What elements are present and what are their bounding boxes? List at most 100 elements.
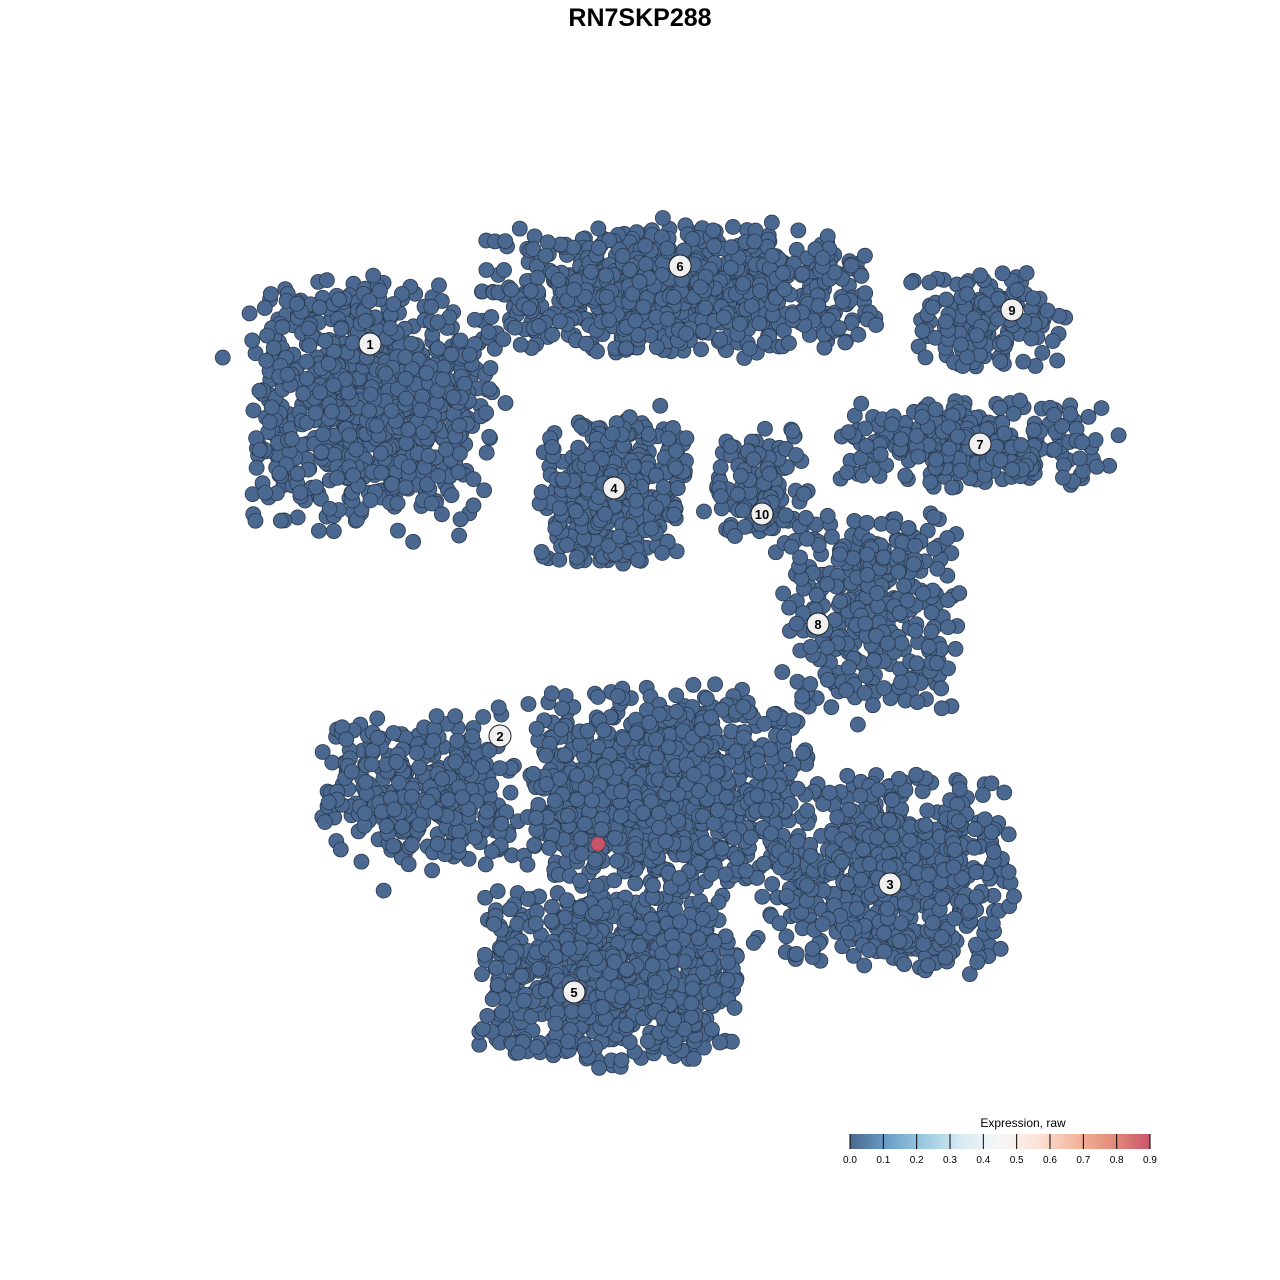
- data-point: [823, 699, 840, 716]
- data-point: [856, 685, 873, 701]
- data-point: [866, 652, 882, 669]
- data-point: [527, 915, 544, 932]
- data-point: [781, 335, 797, 352]
- data-point: [1046, 441, 1063, 458]
- data-point: [317, 332, 334, 349]
- data-point: [513, 967, 530, 984]
- data-point: [512, 336, 529, 353]
- data-point: [891, 770, 907, 787]
- data-point: [478, 404, 494, 421]
- data-point: [461, 346, 478, 363]
- chart-title: RN7SKP288: [568, 4, 712, 32]
- data-point: [375, 882, 392, 899]
- data-point: [869, 585, 886, 601]
- data-point: [1011, 392, 1028, 409]
- data-point: [885, 518, 902, 535]
- data-point: [907, 622, 924, 639]
- data-point: [764, 247, 781, 264]
- data-point: [928, 655, 945, 671]
- data-point: [855, 841, 872, 858]
- data-point: [1093, 400, 1110, 416]
- data-point: [704, 1021, 720, 1038]
- data-point: [775, 585, 792, 602]
- data-point: [814, 916, 831, 932]
- data-point: [1049, 352, 1066, 369]
- data-point: [966, 839, 983, 856]
- data-point: [590, 220, 607, 237]
- data-point: [861, 856, 878, 872]
- data-point: [659, 240, 676, 257]
- data-point: [852, 787, 869, 804]
- data-point: [544, 898, 560, 915]
- data-point: [921, 274, 938, 291]
- data-point: [778, 928, 795, 945]
- data-point: [565, 239, 582, 256]
- data-point: [482, 360, 499, 376]
- data-point: [665, 939, 682, 955]
- data-point: [678, 325, 695, 342]
- data-point: [403, 788, 420, 805]
- data-point: [317, 814, 333, 830]
- data-point: [604, 425, 621, 442]
- data-point: [923, 623, 940, 640]
- data-point: [311, 299, 328, 316]
- data-point: [497, 1021, 514, 1038]
- data-point: [497, 395, 514, 411]
- data-point: [271, 465, 288, 482]
- data-point: [829, 809, 846, 826]
- data-point: [385, 837, 402, 854]
- data-point: [262, 286, 279, 302]
- data-point: [385, 725, 402, 741]
- data-point: [447, 708, 464, 725]
- data-point: [857, 615, 874, 632]
- data-point: [788, 946, 805, 962]
- data-point: [757, 420, 773, 437]
- data-point: [398, 390, 414, 407]
- data-point: [507, 319, 523, 336]
- data-point: [384, 476, 400, 492]
- data-point: [875, 549, 892, 566]
- data-point: [859, 514, 875, 531]
- data-point: [985, 843, 1002, 860]
- data-point: [214, 349, 231, 366]
- data-point: [353, 853, 370, 870]
- data-point: [289, 465, 306, 482]
- data-point: [431, 277, 447, 294]
- data-point: [790, 222, 807, 239]
- data-point: [545, 1042, 561, 1059]
- data-point: [256, 300, 273, 316]
- data-point: [408, 745, 425, 761]
- data-point: [298, 353, 315, 370]
- data-point: [389, 495, 406, 512]
- data-point: [314, 744, 331, 760]
- data-point: [774, 664, 791, 680]
- data-point: [389, 522, 406, 539]
- data-point: [413, 402, 429, 418]
- data-point: [727, 528, 743, 544]
- data-point: [840, 924, 856, 941]
- data-point: [451, 445, 468, 462]
- data-point: [365, 267, 382, 284]
- data-point: [693, 341, 709, 358]
- data-point: [896, 577, 912, 594]
- data-point: [712, 488, 729, 505]
- data-point: [479, 1007, 496, 1024]
- data-point: [361, 293, 378, 310]
- data-point: [559, 892, 575, 909]
- data-point: [486, 916, 502, 932]
- data-point: [996, 784, 1013, 801]
- data-point: [503, 948, 520, 965]
- data-point: [775, 265, 791, 282]
- data-point: [1009, 282, 1025, 298]
- data-point: [289, 295, 305, 312]
- data-point: [893, 635, 910, 652]
- data-point: [628, 492, 645, 509]
- data-point: [824, 528, 840, 545]
- data-point: [443, 487, 460, 504]
- data-point: [405, 533, 422, 550]
- data-point: [893, 674, 909, 691]
- data-point: [555, 471, 571, 488]
- data-point: [568, 549, 585, 566]
- data-point: [588, 904, 604, 921]
- data-point: [732, 467, 749, 484]
